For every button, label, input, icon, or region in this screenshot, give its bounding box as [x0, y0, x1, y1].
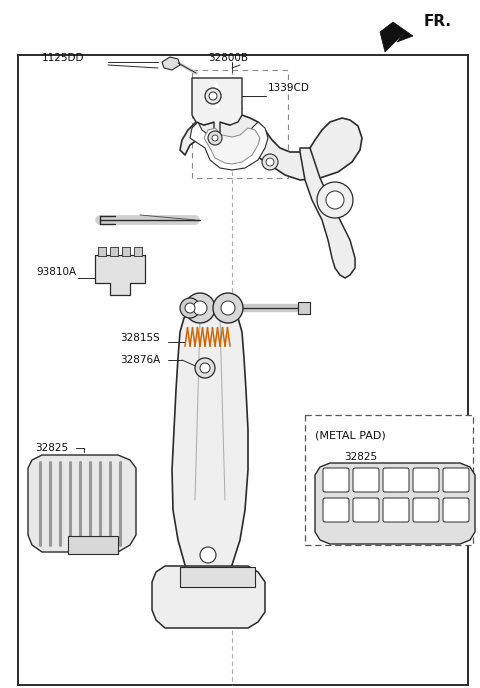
- Polygon shape: [162, 57, 180, 70]
- FancyBboxPatch shape: [323, 468, 349, 492]
- Polygon shape: [300, 148, 355, 278]
- FancyBboxPatch shape: [413, 498, 439, 522]
- Circle shape: [193, 301, 207, 315]
- Text: 32815S: 32815S: [120, 333, 160, 343]
- Bar: [305, 415, 473, 545]
- Circle shape: [200, 547, 216, 563]
- Circle shape: [205, 88, 221, 104]
- FancyBboxPatch shape: [383, 498, 409, 522]
- Circle shape: [221, 301, 235, 315]
- Bar: [134, 247, 142, 256]
- Circle shape: [209, 92, 217, 100]
- Circle shape: [195, 358, 215, 378]
- Text: 93810A: 93810A: [36, 267, 76, 277]
- Bar: [68, 536, 118, 554]
- Text: 32825: 32825: [344, 452, 377, 462]
- Circle shape: [266, 158, 274, 166]
- Text: 1339CD: 1339CD: [268, 83, 310, 93]
- Polygon shape: [213, 83, 219, 108]
- Bar: [180, 567, 255, 587]
- FancyBboxPatch shape: [413, 468, 439, 492]
- Circle shape: [213, 293, 243, 323]
- Circle shape: [208, 131, 222, 145]
- Polygon shape: [28, 455, 136, 552]
- Polygon shape: [180, 115, 362, 180]
- Text: 32800B: 32800B: [208, 53, 248, 63]
- Polygon shape: [190, 122, 268, 170]
- Circle shape: [326, 191, 344, 209]
- Circle shape: [212, 135, 218, 141]
- Circle shape: [200, 363, 210, 373]
- Bar: [122, 247, 130, 256]
- Circle shape: [262, 154, 278, 170]
- Polygon shape: [172, 308, 248, 592]
- FancyBboxPatch shape: [443, 468, 469, 492]
- Text: 32876A: 32876A: [120, 355, 160, 365]
- Circle shape: [185, 303, 195, 313]
- Polygon shape: [315, 463, 475, 544]
- Polygon shape: [192, 78, 242, 135]
- Bar: [110, 247, 118, 256]
- Bar: [98, 247, 106, 256]
- Polygon shape: [204, 128, 260, 164]
- FancyBboxPatch shape: [353, 498, 379, 522]
- Text: (METAL PAD): (METAL PAD): [315, 430, 386, 440]
- FancyBboxPatch shape: [353, 468, 379, 492]
- Polygon shape: [380, 22, 413, 52]
- Circle shape: [317, 182, 353, 218]
- Text: 32825: 32825: [35, 443, 68, 453]
- Bar: [192, 70, 288, 178]
- FancyBboxPatch shape: [323, 498, 349, 522]
- Text: FR.: FR.: [424, 14, 452, 29]
- Circle shape: [180, 298, 200, 318]
- FancyBboxPatch shape: [383, 468, 409, 492]
- FancyBboxPatch shape: [443, 498, 469, 522]
- Text: 1125DD: 1125DD: [42, 53, 84, 63]
- Polygon shape: [152, 566, 265, 628]
- Bar: [298, 302, 310, 314]
- Polygon shape: [95, 255, 145, 295]
- Circle shape: [185, 293, 215, 323]
